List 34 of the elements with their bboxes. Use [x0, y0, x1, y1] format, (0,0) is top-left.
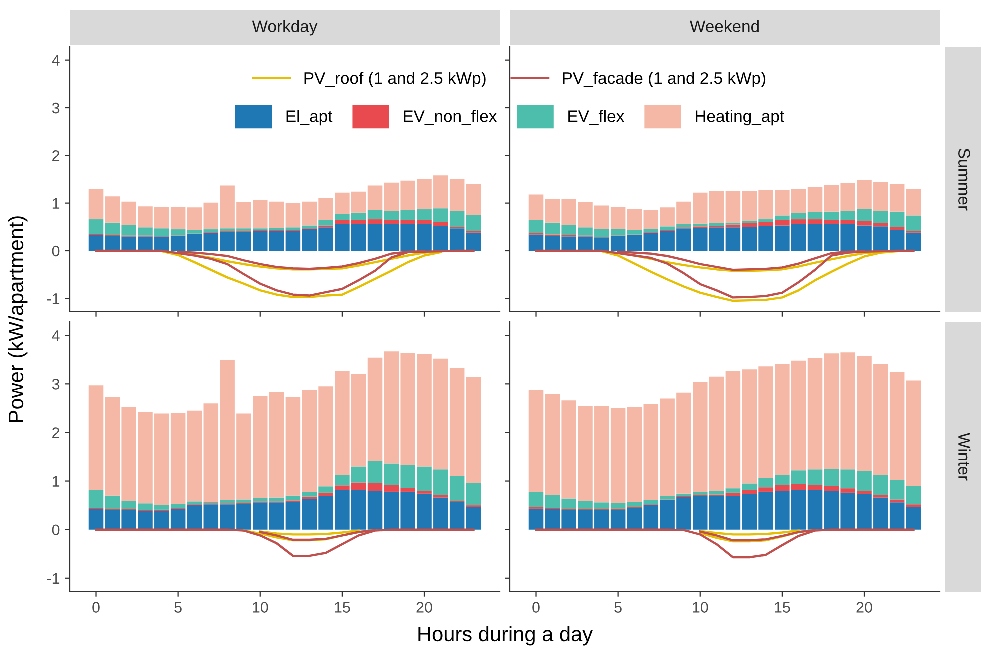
text: Summer — [958, 148, 970, 211]
x-tick-label: 5 — [614, 602, 622, 613]
y-tick-label: 4 — [52, 330, 60, 342]
legend-label: Heating_apt — [696, 110, 784, 126]
y-tick-label: 1 — [52, 476, 60, 487]
legend-label: El_apt — [286, 110, 333, 126]
x-tick-label: 10 — [693, 602, 708, 613]
legend-label: PV_roof (1 and 2.5 kWp) — [304, 72, 486, 88]
y-axis-title: Power (kW/apartment) — [8, 216, 28, 422]
legend-label: EV_flex — [568, 110, 624, 126]
x-tick-label: 10 — [253, 602, 268, 613]
x-axis-title: Hours during a day — [418, 626, 593, 646]
y-tick-label: 3 — [52, 102, 60, 114]
x-tick-label: 0 — [92, 602, 100, 613]
y-tick-label: 4 — [52, 55, 60, 66]
x-tick-label: 15 — [335, 602, 350, 613]
text: Winter — [958, 432, 971, 481]
y-tick-label: 0 — [52, 524, 60, 536]
x-tick-label: 20 — [856, 602, 872, 613]
y-tick-label: -1 — [47, 294, 60, 304]
y-tick-label: 2 — [52, 428, 60, 438]
legend-label: PV_facade (1 and 2.5 kWp) — [563, 72, 766, 88]
y-tick-label: -1 — [47, 573, 60, 584]
x-tick-label: 0 — [532, 602, 540, 613]
chart-title: Weekend — [690, 20, 759, 32]
y-tick-label: 1 — [52, 198, 60, 209]
y-tick-label: 0 — [52, 246, 60, 257]
x-tick-label: 15 — [775, 602, 790, 613]
chart-title: Workday — [252, 20, 318, 36]
x-tick-label: 5 — [174, 602, 182, 613]
legend-label: EV_non_flex — [404, 110, 498, 126]
y-tick-label: 2 — [52, 150, 60, 162]
x-tick-label: 20 — [416, 602, 432, 613]
y-tick-label: 3 — [52, 379, 60, 390]
